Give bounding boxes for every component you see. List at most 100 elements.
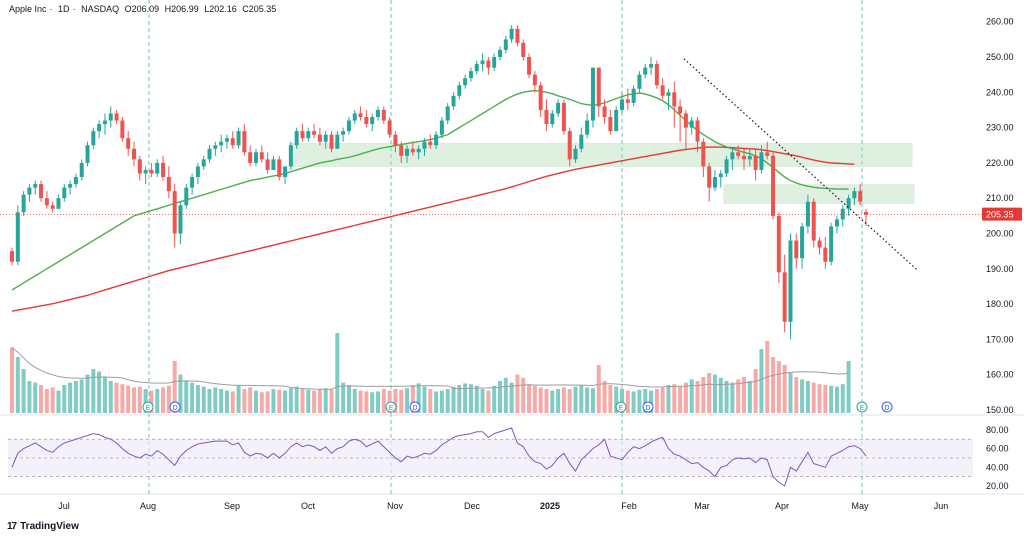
volume-bar-134 (788, 373, 793, 413)
time-tick-6: 2025 (540, 501, 560, 511)
volume-bar-0 (10, 347, 14, 413)
earnings-marker-icon[interactable]: E (385, 401, 397, 413)
volume-bar-126 (742, 377, 746, 413)
volume-bar-29 (178, 374, 183, 413)
earnings-marker-icon[interactable]: E (142, 401, 154, 413)
dividend-marker-icon[interactable]: D (642, 401, 654, 413)
volume-bar-30 (184, 381, 189, 413)
volume-bar-123 (724, 381, 729, 413)
candle-body-18 (114, 113, 119, 121)
candle-body-96 (567, 131, 572, 160)
svg-text:E: E (389, 405, 394, 412)
volume-bar-111 (654, 389, 659, 413)
candle-body-11 (73, 177, 78, 185)
volume-bar-33 (201, 386, 206, 413)
volume-bar-115 (678, 386, 683, 413)
volume-bar-86 (509, 382, 514, 413)
candle-body-1 (15, 212, 20, 262)
candle-body-37 (224, 138, 229, 142)
dividend-marker-icon[interactable]: D (409, 401, 421, 413)
candle-body-64 (381, 109, 386, 121)
volume-bar-51 (306, 389, 311, 413)
candle-body-146 (858, 191, 863, 202)
price-tick-6: 210.00 (986, 193, 1014, 203)
volume-bar-114 (672, 384, 677, 413)
candle-body-139 (817, 240, 822, 248)
candle-body-119 (701, 141, 706, 167)
volume-bar-143 (840, 384, 845, 413)
candle-body-4 (33, 184, 38, 188)
candle-body-121 (712, 177, 717, 188)
time-tick-3: Oct (301, 501, 316, 511)
candle-body-67 (399, 145, 404, 156)
volume-bar-31 (190, 382, 195, 413)
candle-body-71 (422, 141, 427, 149)
candle-body-101 (596, 67, 601, 107)
candle-body-106 (625, 99, 630, 103)
candle-body-92 (544, 109, 549, 125)
candle-body-80 (474, 64, 479, 72)
volume-bar-67 (399, 389, 404, 413)
candle-body-68 (405, 148, 410, 156)
tradingview-brand[interactable]: 17 TradingView (7, 521, 79, 532)
candle-body-7 (50, 205, 55, 209)
volume-bar-62 (370, 392, 375, 413)
volume-bar-91 (538, 387, 543, 413)
candle-body-140 (823, 247, 828, 262)
candle-body-3 (27, 187, 32, 195)
candle-body-0 (10, 251, 14, 262)
time-tick-5: Dec (464, 501, 481, 511)
volume-bar-71 (422, 386, 427, 413)
time-tick-0: Jul (58, 501, 70, 511)
volume-bar-109 (643, 389, 648, 413)
volume-bar-64 (381, 389, 386, 413)
candle-body-116 (683, 113, 688, 128)
volume-bar-121 (712, 374, 717, 413)
candle-body-114 (672, 92, 677, 107)
volume-bar-70 (416, 383, 421, 413)
volume-bar-66 (393, 389, 398, 413)
candle-body-122 (718, 173, 723, 178)
candle-body-102 (602, 106, 607, 118)
volume-bar-79 (468, 384, 473, 413)
candle-body-13 (85, 145, 90, 163)
dividend-marker-icon[interactable]: D (169, 401, 181, 413)
volume-bar-105 (620, 389, 624, 413)
volume-bar-13 (85, 374, 90, 413)
time-tick-1: Aug (140, 501, 156, 511)
volume-bar-21 (132, 387, 136, 413)
volume-bar-124 (730, 382, 735, 413)
symbol-legend[interactable]: Apple Inc · 1D · NASDAQ O206.09 H206.99 L2… (9, 4, 277, 14)
volume-bar-138 (811, 382, 816, 413)
volume-bar-14 (91, 369, 96, 413)
candle-body-112 (660, 85, 665, 96)
candle-body-2 (21, 194, 26, 213)
dividend-marker-icon[interactable]: D (881, 401, 893, 413)
volume-bar-68 (405, 388, 410, 413)
rsi-tick-3: 20.00 (986, 481, 1009, 491)
volume-bar-136 (800, 379, 805, 413)
volume-bar-98 (579, 385, 584, 413)
candle-body-65 (387, 120, 392, 135)
time-axis: Jul Aug Sep Oct Nov Dec 2025 Feb Mar Apr May Jun (58, 501, 948, 511)
candle-body-57 (341, 131, 346, 135)
volume-bar-89 (527, 384, 532, 413)
volume-bar-93 (550, 390, 555, 413)
candle-body-145 (852, 191, 857, 199)
earnings-marker-icon[interactable]: E (856, 401, 868, 413)
candle-body-20 (126, 138, 131, 149)
volume-bar-144 (846, 361, 851, 413)
earnings-marker-icon[interactable]: E (615, 401, 627, 413)
volume-bar-135 (794, 377, 799, 413)
volume-bar-34 (207, 389, 212, 413)
volume-bar-87 (515, 374, 520, 413)
price-tick-0: 150.00 (986, 405, 1014, 415)
candle-body-88 (521, 42, 526, 57)
volume-bar-11 (73, 381, 78, 413)
candle-body-94 (556, 102, 561, 114)
candle-body-90 (532, 74, 537, 86)
price-tick-9: 240.00 (986, 87, 1014, 97)
volume-bar-58 (346, 385, 351, 413)
